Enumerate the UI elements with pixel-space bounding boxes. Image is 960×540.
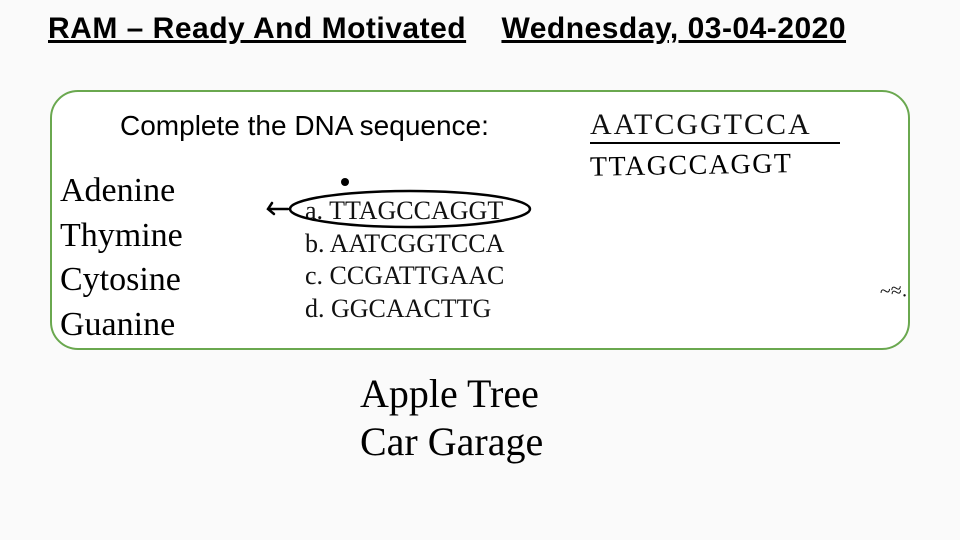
answer-options: a. TTAGCCAGGT b. AATCGGTCCA c. CCGATTGAA… bbox=[305, 195, 504, 325]
option-c: c. CCGATTGAAC bbox=[305, 260, 504, 293]
bases-handwritten-list: Adenine Thymine Cytosine Guanine bbox=[60, 170, 183, 348]
base-cytosine: Cytosine bbox=[60, 259, 183, 302]
option-d: d. GGCAACTTG bbox=[305, 293, 504, 326]
page-header: RAM – Ready And Motivated Wednesday, 03-… bbox=[48, 12, 912, 46]
mnemonics-handwritten: Apple Tree Car Garage bbox=[360, 370, 543, 466]
mnemonic-car-garage: Car Garage bbox=[360, 418, 543, 466]
base-thymine: Thymine bbox=[60, 215, 183, 258]
stray-scribble: ~≈. bbox=[879, 279, 907, 304]
base-guanine: Guanine bbox=[60, 304, 183, 347]
question-prompt: Complete the DNA sequence: bbox=[120, 110, 489, 142]
option-b: b. AATCGGTCCA bbox=[305, 228, 504, 261]
option-a: a. TTAGCCAGGT bbox=[305, 195, 504, 228]
handwritten-complement: TTAGCCAGGT bbox=[590, 148, 793, 184]
given-sequence: AATCGGTCCA bbox=[590, 108, 812, 142]
sequence-underline bbox=[590, 142, 840, 144]
dot-above-options bbox=[341, 178, 349, 186]
header-left: RAM – Ready And Motivated bbox=[48, 12, 466, 45]
base-adenine: Adenine bbox=[60, 170, 183, 213]
mnemonic-apple-tree: Apple Tree bbox=[360, 370, 543, 418]
header-right: Wednesday, 03-04-2020 bbox=[501, 12, 846, 45]
